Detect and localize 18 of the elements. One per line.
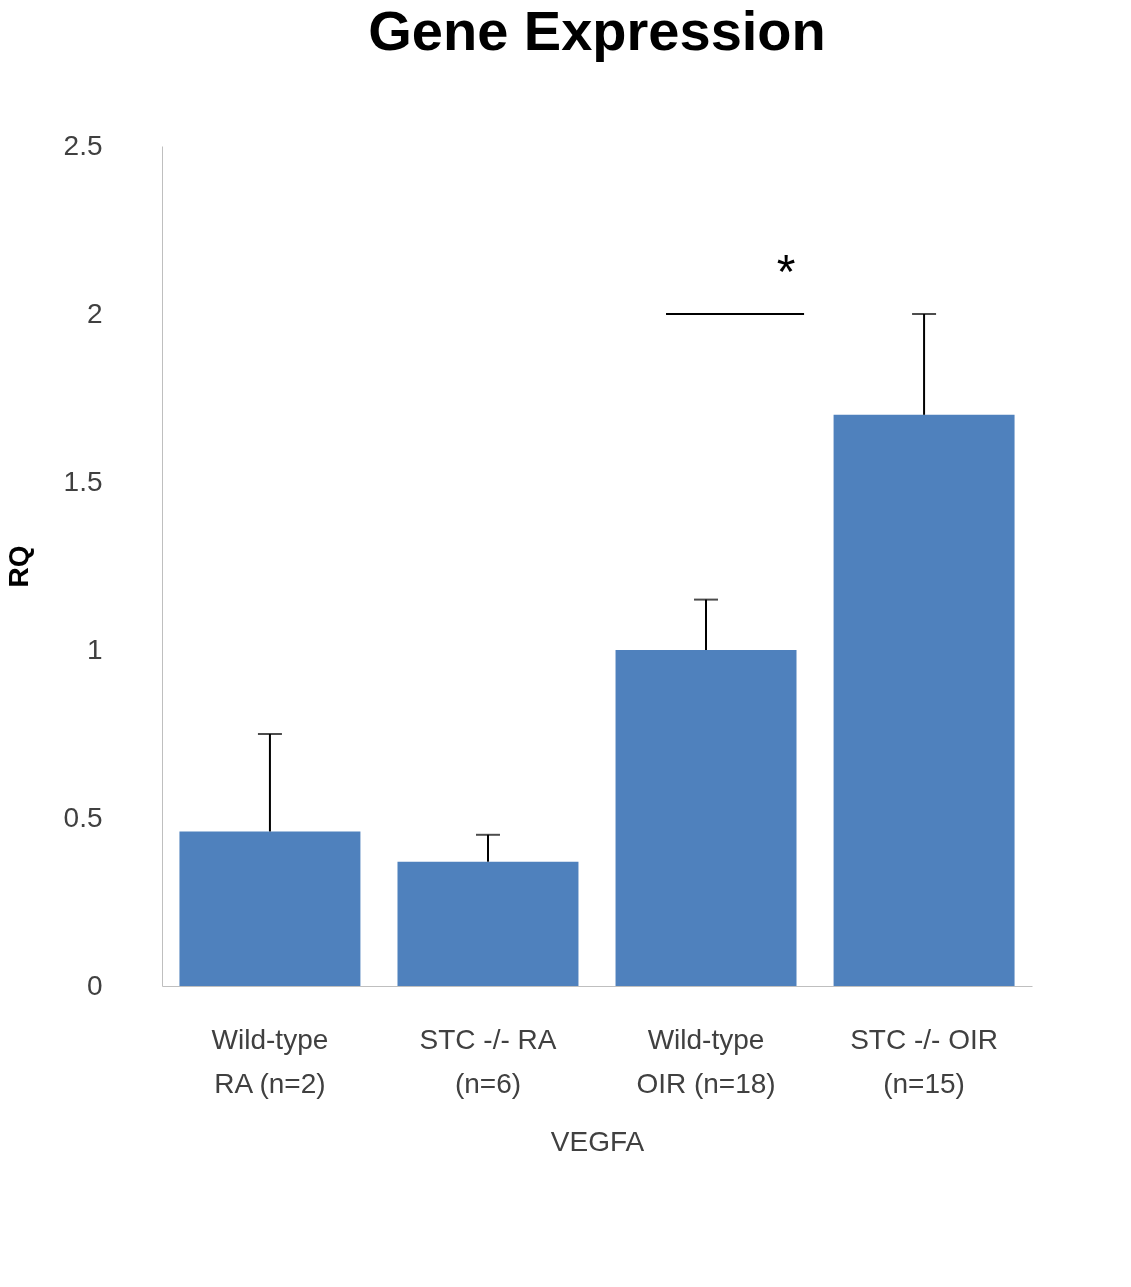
bar xyxy=(179,831,361,986)
x-axis-title: VEGFA xyxy=(550,1125,645,1157)
y-tick-label: 2.5 xyxy=(63,129,103,161)
bar xyxy=(833,414,1015,986)
y-tick-label: 1 xyxy=(86,633,103,665)
bar xyxy=(397,861,579,986)
x-tick-label: Wild-type OIR (n=18) xyxy=(636,1023,776,1099)
y-tick-label: 0 xyxy=(86,969,103,1001)
y-tick-label: 1.5 xyxy=(63,465,103,497)
y-axis-title: RQ xyxy=(2,545,34,588)
chart-title: Gene Expression xyxy=(368,0,826,62)
annotation: * xyxy=(776,245,796,298)
bar xyxy=(615,650,797,986)
y-tick-label: 0.5 xyxy=(63,801,103,833)
y-tick-label: 2 xyxy=(86,297,103,329)
x-tick-label: STC -/- RA (n=6) xyxy=(419,1023,557,1099)
x-tick-label: Wild-type RA (n=2) xyxy=(211,1023,329,1099)
x-tick-label: STC -/- OIR (n=15) xyxy=(850,1023,998,1099)
